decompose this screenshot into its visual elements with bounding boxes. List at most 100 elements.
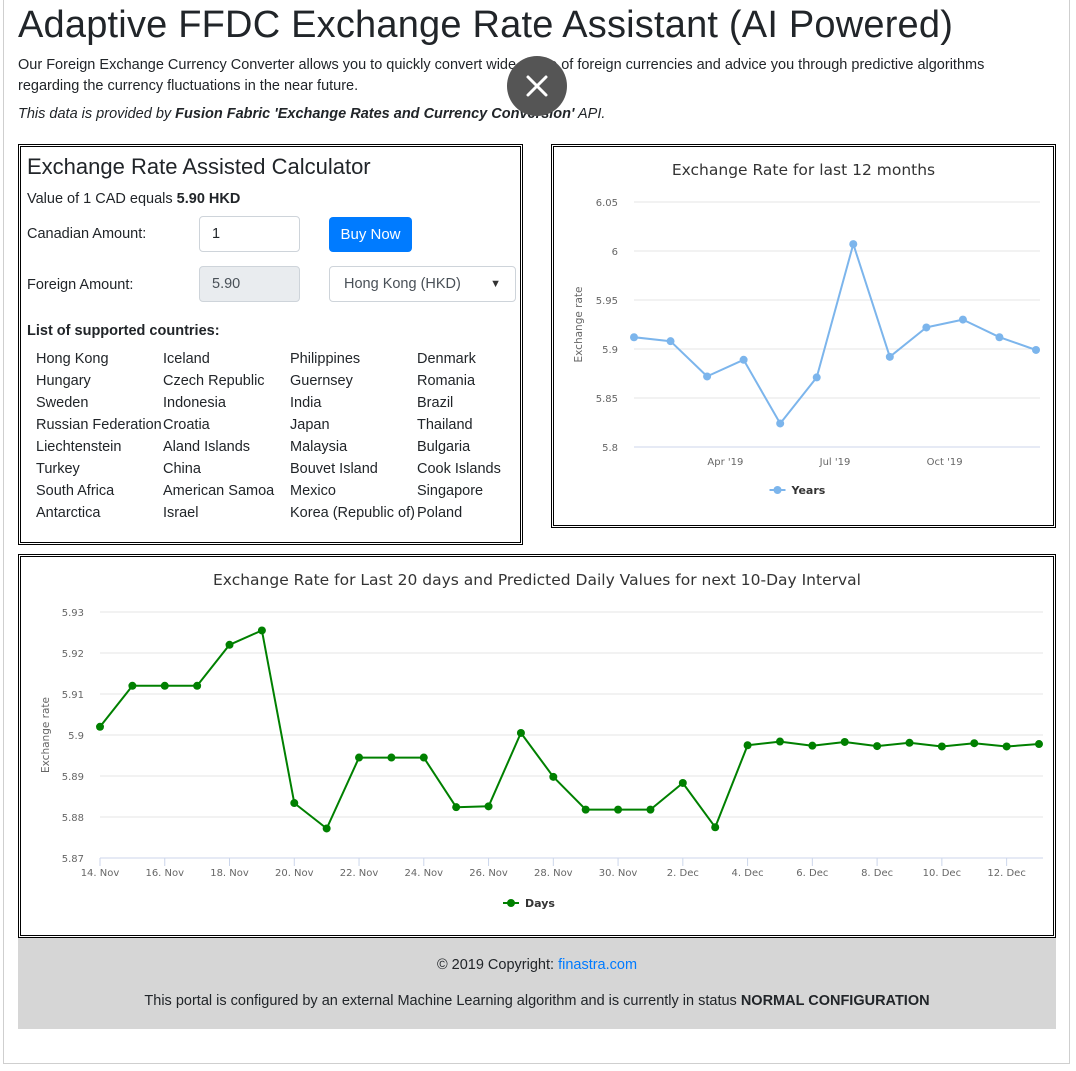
x-tick-label: Apr '19 bbox=[707, 457, 743, 468]
data-point[interactable] bbox=[257, 626, 266, 635]
data-point[interactable] bbox=[849, 240, 858, 249]
data-point[interactable] bbox=[128, 681, 137, 690]
close-overlay-button[interactable] bbox=[507, 56, 567, 116]
x-tick-label: 26. Nov bbox=[469, 868, 508, 879]
country-item: Hungary bbox=[36, 373, 91, 389]
data-point[interactable] bbox=[711, 823, 720, 832]
country-item: Croatia bbox=[163, 417, 210, 433]
rate-summary-value: 5.90 HKD bbox=[176, 191, 241, 207]
chart-20-days-svg: Exchange Rate for Last 20 days and Predi… bbox=[40, 571, 1043, 910]
data-point[interactable] bbox=[885, 352, 894, 361]
data-point[interactable] bbox=[516, 728, 525, 737]
intro-text: Our Foreign Exchange Currency Converter … bbox=[18, 57, 985, 94]
data-point[interactable] bbox=[646, 805, 655, 814]
x-tick-label: 16. Nov bbox=[145, 868, 184, 879]
y-axis-label: Exchange rate bbox=[40, 697, 52, 773]
country-item: Sweden bbox=[36, 395, 89, 411]
legend-symbol-marker bbox=[773, 486, 782, 494]
country-item: Israel bbox=[163, 505, 199, 521]
data-point[interactable] bbox=[96, 722, 104, 731]
data-point[interactable] bbox=[484, 802, 493, 811]
data-point[interactable] bbox=[614, 805, 623, 814]
chart-title: Exchange Rate for Last 20 days and Predi… bbox=[213, 571, 861, 589]
canadian-amount-input[interactable]: 1 bbox=[199, 216, 300, 252]
data-point[interactable] bbox=[322, 824, 331, 833]
country-item: Iceland bbox=[163, 351, 210, 367]
caret-down-icon: ▼ bbox=[490, 278, 501, 290]
country-item: Denmark bbox=[417, 351, 476, 367]
y-tick-label: 5.85 bbox=[596, 394, 618, 405]
data-point[interactable] bbox=[995, 333, 1004, 342]
data-point[interactable] bbox=[873, 742, 882, 751]
legend-symbol-marker bbox=[507, 899, 515, 907]
data-point[interactable] bbox=[1002, 742, 1011, 751]
data-point[interactable] bbox=[549, 772, 558, 781]
x-tick-label: 2. Dec bbox=[667, 868, 699, 879]
data-point[interactable] bbox=[1032, 345, 1040, 354]
y-tick-label: 5.91 bbox=[62, 690, 84, 701]
data-point[interactable] bbox=[775, 737, 784, 746]
buy-now-button[interactable]: Buy Now bbox=[329, 217, 412, 252]
data-point[interactable] bbox=[581, 805, 590, 814]
x-tick-label: 8. Dec bbox=[861, 868, 893, 879]
y-tick-label: 5.9 bbox=[602, 345, 618, 356]
data-point[interactable] bbox=[739, 355, 748, 364]
currency-select[interactable]: Hong Kong (HKD) ▼ bbox=[329, 266, 516, 302]
foreign-amount-label: Foreign Amount: bbox=[27, 277, 134, 293]
data-point[interactable] bbox=[703, 372, 712, 381]
data-source-note: This data is provided by Fusion Fabric '… bbox=[18, 106, 605, 122]
config-status: This portal is configured by an external… bbox=[18, 993, 1056, 1009]
finastra-link[interactable]: finastra.com bbox=[558, 957, 638, 973]
country-item: Korea (Republic of) bbox=[290, 505, 415, 521]
legend-item[interactable]: Days bbox=[525, 897, 555, 910]
y-tick-label: 5.92 bbox=[62, 649, 84, 660]
data-point[interactable] bbox=[937, 742, 946, 751]
data-point[interactable] bbox=[225, 640, 234, 649]
data-point[interactable] bbox=[678, 778, 687, 787]
data-point[interactable] bbox=[355, 753, 364, 762]
country-item: Indonesia bbox=[163, 395, 226, 411]
x-tick-label: 12. Dec bbox=[987, 868, 1025, 879]
data-point[interactable] bbox=[666, 337, 675, 346]
data-point[interactable] bbox=[1035, 740, 1043, 749]
calculator-title: Exchange Rate Assisted Calculator bbox=[27, 154, 371, 179]
data-point[interactable] bbox=[452, 803, 461, 812]
data-point[interactable] bbox=[958, 315, 967, 324]
x-tick-label: 6. Dec bbox=[796, 868, 828, 879]
y-tick-label: 5.95 bbox=[596, 296, 618, 307]
data-point[interactable] bbox=[776, 419, 785, 428]
countries-list: Hong Kong Iceland Philippines Denmark Hungar… bbox=[36, 348, 526, 524]
y-tick-label: 6.05 bbox=[596, 198, 618, 209]
data-point[interactable] bbox=[387, 753, 396, 762]
data-point[interactable] bbox=[905, 738, 914, 747]
country-item: Singapore bbox=[417, 483, 484, 499]
data-point[interactable] bbox=[419, 753, 428, 762]
data-point[interactable] bbox=[840, 737, 849, 746]
canadian-amount-label: Canadian Amount: bbox=[27, 226, 147, 242]
x-tick-label: Jul '19 bbox=[819, 457, 851, 468]
y-tick-label: 5.9 bbox=[68, 731, 84, 742]
country-item: Philippines bbox=[290, 351, 361, 367]
data-point[interactable] bbox=[160, 681, 169, 690]
x-tick-label: 14. Nov bbox=[81, 868, 120, 879]
data-point[interactable] bbox=[808, 741, 817, 750]
country-item: Bulgaria bbox=[417, 439, 471, 455]
y-tick-label: 5.93 bbox=[62, 608, 84, 619]
source-suffix: API. bbox=[574, 106, 606, 122]
x-tick-label: 4. Dec bbox=[732, 868, 764, 879]
data-point[interactable] bbox=[630, 333, 638, 342]
legend-item[interactable]: Years bbox=[791, 484, 826, 497]
chart-12-months: Exchange Rate for last 12 months 5.8 5.85 5… bbox=[551, 144, 1056, 528]
y-axis-label: Exchange rate bbox=[573, 287, 585, 363]
data-point[interactable] bbox=[970, 739, 979, 748]
data-point[interactable] bbox=[812, 373, 821, 382]
calculator-panel: Exchange Rate Assisted Calculator Value … bbox=[18, 144, 523, 545]
country-item: Cook Islands bbox=[417, 461, 501, 477]
data-point[interactable] bbox=[922, 323, 931, 332]
rate-summary-prefix: Value of 1 CAD equals bbox=[27, 191, 177, 207]
data-point[interactable] bbox=[290, 799, 299, 808]
rate-summary: Value of 1 CAD equals 5.90 HKD bbox=[27, 191, 240, 207]
copyright-prefix: © 2019 Copyright: bbox=[436, 957, 559, 973]
data-point[interactable] bbox=[193, 681, 202, 690]
data-point[interactable] bbox=[743, 741, 752, 750]
